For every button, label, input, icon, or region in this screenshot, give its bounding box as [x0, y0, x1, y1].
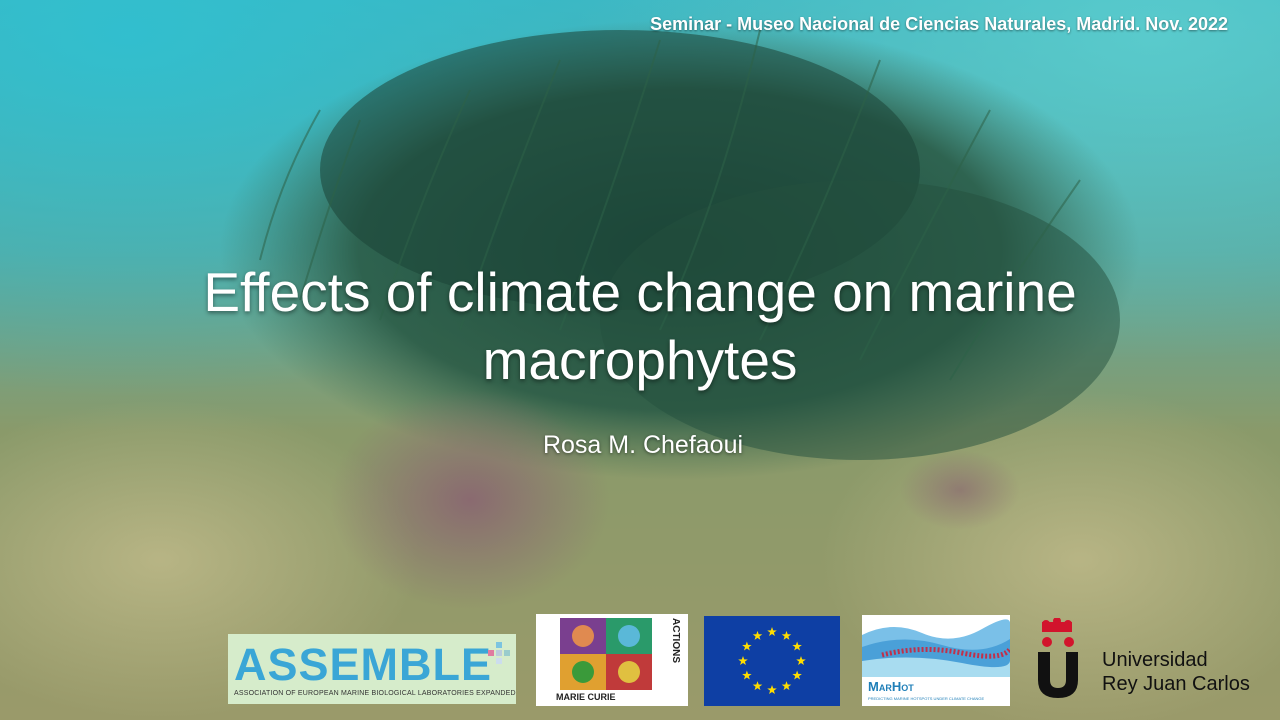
eu-flag-logo: [704, 616, 840, 706]
urjc-line-2: Rey Juan Carlos: [1102, 673, 1250, 695]
assemble-logo: ASSEMBLE ASSOCIATION OF EUROPEAN MARINE …: [228, 634, 516, 704]
eu-star-icon: [742, 670, 752, 680]
eu-star-icon: [742, 641, 752, 651]
eu-star-icon: [752, 630, 763, 640]
marie-curie-label: MARIE CURIE: [556, 692, 616, 702]
assemble-cross-icon: [488, 642, 510, 664]
eu-star-icon: [796, 656, 806, 666]
marie-curie-actions-label: ACTIONS: [670, 618, 681, 663]
eu-star-icon: [738, 656, 748, 666]
marie-curie-logo: MARIE CURIE ACTIONS: [536, 614, 688, 706]
seminar-info: Seminar - Museo Nacional de Ciencias Nat…: [650, 14, 1228, 34]
eu-star-icon: [781, 681, 792, 691]
marhot-wordmark: MarHot: [868, 679, 914, 694]
urjc-logo: Universidad Rey Juan Carlos: [1030, 618, 1270, 704]
assemble-subtitle: ASSOCIATION OF EUROPEAN MARINE BIOLOGICA…: [234, 690, 516, 697]
eu-star-icon: [792, 670, 802, 680]
eu-star-icon: [792, 641, 802, 651]
author-name: Rosa M. Chefaoui: [542, 431, 744, 459]
urjc-name: Universidad Rey Juan Carlos: [1102, 648, 1250, 696]
eu-star-icon: [781, 630, 792, 640]
urjc-line-1: Universidad: [1102, 649, 1208, 671]
assemble-wordmark: ASSEMBLE: [234, 639, 493, 690]
marhot-waves-icon: [862, 619, 1010, 677]
slide-title: Effects of climate change on marine macr…: [60, 258, 1220, 394]
title-line-2: macrophytes: [482, 329, 798, 391]
eu-star-icon: [767, 627, 777, 637]
urjc-crown-u-icon: [1038, 618, 1078, 698]
eu-flag-icon: [738, 627, 806, 695]
marhot-logo: MarHot PREDICTING MARINE HOTSPOTS UNDER …: [862, 615, 1010, 706]
eu-star-icon: [767, 685, 777, 695]
marie-curie-portraits-icon: [560, 618, 652, 690]
title-line-1: Effects of climate change on marine: [203, 261, 1077, 323]
eu-star-icon: [752, 681, 763, 691]
marhot-subtitle: PREDICTING MARINE HOTSPOTS UNDER CLIMATE…: [868, 696, 985, 701]
